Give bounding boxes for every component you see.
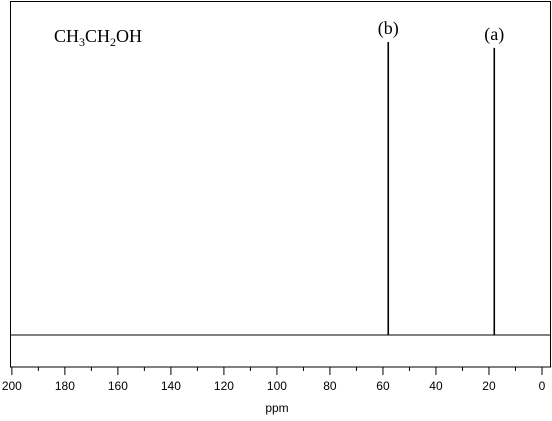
x-tick-label: 120 xyxy=(214,379,234,393)
x-tick-label: 140 xyxy=(161,379,181,393)
x-tick-label: 100 xyxy=(267,379,287,393)
x-tick-label: 40 xyxy=(429,379,443,393)
x-axis-label: ppm xyxy=(265,401,288,415)
x-tick-label: 80 xyxy=(323,379,337,393)
peak-label: (a) xyxy=(484,24,504,45)
x-tick-label: 20 xyxy=(482,379,496,393)
x-tick-label: 0 xyxy=(539,379,546,393)
chart-title: CH3CH2OH xyxy=(54,26,142,49)
frame xyxy=(10,1,551,368)
x-tick-label: 160 xyxy=(108,379,128,393)
x-tick-label: 200 xyxy=(2,379,22,393)
x-tick-label: 60 xyxy=(376,379,390,393)
x-tick-label: 180 xyxy=(55,379,75,393)
peak-label: (b) xyxy=(378,18,399,39)
